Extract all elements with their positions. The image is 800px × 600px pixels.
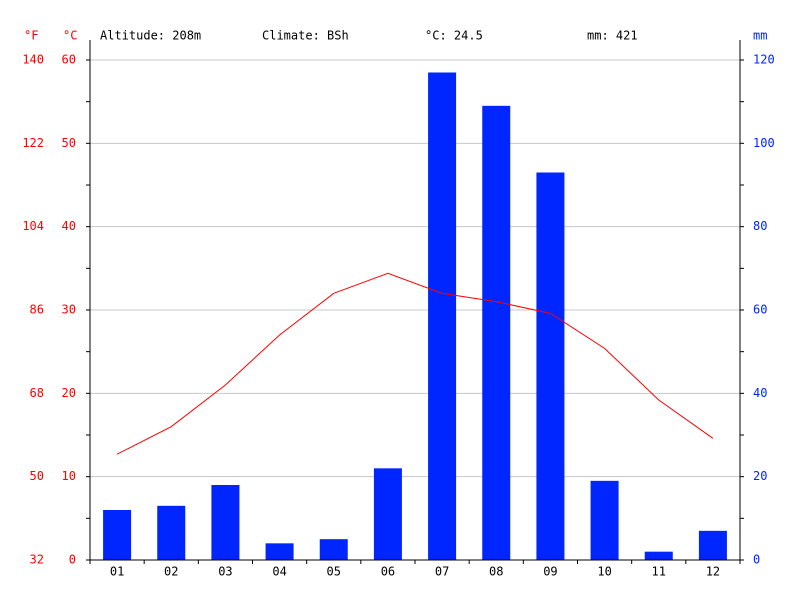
f-tick-label: 104 <box>22 219 44 233</box>
y-tick-label: 60 <box>62 53 76 67</box>
f-tick-label: 50 <box>30 469 44 483</box>
x-tick-label: 07 <box>435 565 449 579</box>
x-tick-label: 06 <box>381 565 395 579</box>
bar <box>644 551 673 560</box>
bar <box>698 530 727 560</box>
x-tick-label: 03 <box>218 565 232 579</box>
y2-tick-label: 20 <box>753 469 767 483</box>
bar <box>482 105 511 560</box>
f-tick-label: 122 <box>22 136 44 150</box>
y2-tick-label: 80 <box>753 219 767 233</box>
bar <box>211 485 240 560</box>
f-tick-label: 32 <box>30 553 44 567</box>
y-tick-label: 20 <box>62 386 76 400</box>
x-tick-label: 05 <box>327 565 341 579</box>
y2-tick-label: 0 <box>753 553 760 567</box>
x-tick-label: 02 <box>164 565 178 579</box>
y2-tick-label: 40 <box>753 386 767 400</box>
x-tick-label: 11 <box>652 565 666 579</box>
y-tick-label: 30 <box>62 303 76 317</box>
altitude: Altitude: 208m <box>100 29 201 43</box>
y-tick-label: 10 <box>62 469 76 483</box>
f-tick-label: 86 <box>30 303 44 317</box>
bar <box>157 505 186 560</box>
y-tick-label: 40 <box>62 219 76 233</box>
bar <box>103 510 132 560</box>
bar <box>590 480 619 560</box>
x-tick-label: 04 <box>272 565 286 579</box>
bar <box>319 539 348 560</box>
climate: Climate: BSh <box>262 29 349 43</box>
total-precipitation: mm: 421 <box>587 29 638 43</box>
y2-tick-label: 100 <box>753 136 775 150</box>
f-axis-label: °F <box>24 29 38 43</box>
f-tick-label: 140 <box>22 53 44 67</box>
x-tick-label: 09 <box>543 565 557 579</box>
bar <box>428 72 457 560</box>
f-tick-label: 68 <box>30 386 44 400</box>
y-tick-label: 50 <box>62 136 76 150</box>
bar <box>536 172 565 560</box>
x-tick-label: 08 <box>489 565 503 579</box>
c-axis-label: °C <box>63 29 77 43</box>
y2-tick-label: 60 <box>753 303 767 317</box>
x-tick-label: 01 <box>110 565 124 579</box>
x-tick-label: 10 <box>597 565 611 579</box>
y-tick-label: 0 <box>69 553 76 567</box>
mm-axis-label: mm <box>753 29 767 43</box>
x-tick-label: 12 <box>706 565 720 579</box>
y2-tick-label: 120 <box>753 53 775 67</box>
mean-temperature: °C: 24.5 <box>425 29 483 43</box>
temperature-line <box>116 272 714 455</box>
bar <box>265 543 294 560</box>
bar <box>373 468 402 560</box>
